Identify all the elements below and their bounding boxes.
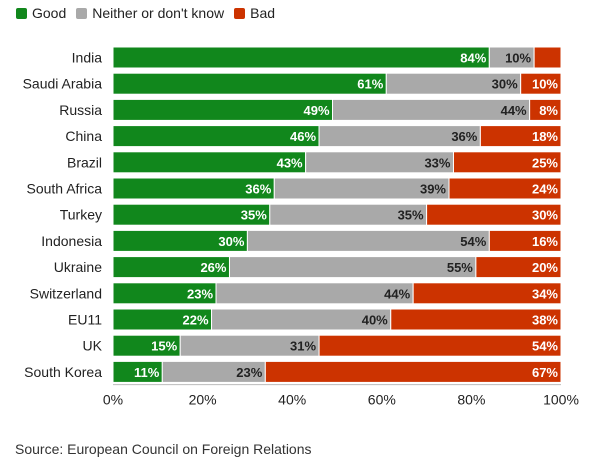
data-label: 25% — [532, 155, 558, 170]
data-label: 49% — [303, 103, 329, 118]
bar-segment-good — [112, 125, 320, 148]
data-label: 36% — [245, 182, 271, 197]
bar-segment-bad — [448, 177, 562, 200]
legend-swatch-neither — [76, 7, 88, 19]
data-label: 22% — [183, 313, 209, 328]
bar-segment-neither — [246, 229, 490, 252]
data-label: 43% — [277, 155, 303, 170]
data-label: 16% — [532, 234, 558, 249]
data-label: 30% — [492, 77, 518, 92]
data-label: 33% — [424, 155, 450, 170]
data-label: 44% — [501, 103, 527, 118]
x-tick-label: 80% — [457, 392, 485, 408]
x-tick-label: 20% — [189, 392, 217, 408]
bar-segment-good — [112, 46, 490, 69]
x-tick-label: 60% — [368, 392, 396, 408]
data-label: 18% — [532, 129, 558, 144]
category-label: India — [72, 50, 103, 66]
data-label: 55% — [447, 260, 473, 275]
data-label: 8% — [539, 103, 558, 118]
data-label: 10% — [532, 77, 558, 92]
legend-swatch-good — [16, 7, 27, 19]
data-label: 54% — [532, 339, 558, 354]
legend-label-bad: Bad — [250, 5, 276, 21]
data-label: 46% — [290, 129, 316, 144]
category-label: UK — [83, 338, 103, 354]
data-label: 23% — [187, 286, 213, 301]
bar-segment-bad — [488, 229, 562, 252]
data-label: 40% — [362, 313, 388, 328]
data-label: 15% — [151, 339, 177, 354]
bar-segment-bad — [452, 151, 562, 174]
data-label: 24% — [532, 182, 558, 197]
data-label: 54% — [460, 234, 486, 249]
category-label: EU11 — [68, 312, 102, 328]
data-label: 35% — [241, 208, 267, 223]
category-label: Russia — [59, 102, 102, 118]
x-tick-label: 40% — [278, 392, 306, 408]
data-label: 23% — [236, 365, 262, 380]
data-label: 20% — [532, 260, 558, 275]
bar-segment-bad — [520, 72, 562, 95]
bar-segment-neither — [228, 256, 477, 279]
legend-label-neither: Neither or don't know — [92, 5, 225, 21]
bar-segment-bad — [475, 256, 562, 279]
data-label: 11% — [134, 365, 160, 380]
data-label: 39% — [420, 182, 446, 197]
legend: Good Neither or don't know Bad — [16, 5, 285, 21]
legend-item-neither: Neither or don't know — [76, 5, 224, 21]
bar-segment-good — [112, 72, 387, 95]
bar-segment-bad — [529, 98, 562, 121]
bar-segment-bad — [426, 203, 562, 226]
legend-item-bad: Bad — [234, 5, 275, 21]
x-tick-label: 0% — [103, 392, 123, 408]
category-label: South Africa — [27, 181, 103, 197]
legend-swatch-bad — [234, 7, 246, 19]
data-label: 67% — [532, 365, 558, 380]
data-label: 38% — [532, 313, 558, 328]
data-label: 44% — [384, 286, 410, 301]
data-label: 26% — [200, 260, 226, 275]
bar-segment-bad — [318, 334, 562, 357]
bar-segment-bad — [533, 46, 562, 69]
bar-segment-bad — [412, 282, 562, 305]
data-label: 61% — [357, 77, 383, 92]
category-label: Saudi Arabia — [23, 76, 103, 92]
bar-segment-bad — [264, 360, 562, 383]
data-label: 84% — [460, 51, 486, 66]
bar-segment-bad — [479, 125, 562, 148]
bar-segment-bad — [390, 308, 562, 331]
category-label: South Korea — [24, 364, 102, 380]
legend-item-good: Good — [16, 5, 66, 21]
category-label: Turkey — [60, 207, 102, 223]
source-note: Source: European Council on Foreign Rela… — [15, 441, 312, 457]
data-label: 10% — [505, 51, 531, 66]
data-label: 36% — [451, 129, 477, 144]
category-label: Indonesia — [41, 233, 102, 249]
category-label: Switzerland — [30, 285, 102, 301]
category-label: Brazil — [67, 154, 102, 170]
data-label: 30% — [532, 208, 558, 223]
legend-label-good: Good — [32, 5, 67, 21]
category-label: China — [65, 128, 102, 144]
bar-segment-good — [112, 98, 334, 121]
data-label: 31% — [290, 339, 316, 354]
data-label: 30% — [218, 234, 244, 249]
category-label: Ukraine — [54, 259, 102, 275]
stacked-bar-chart: India 84% 10% Saudi Arabia 61% 30% 10% Russia 49… — [23, 46, 579, 408]
x-tick-label: 100% — [543, 392, 579, 408]
data-label: 35% — [398, 208, 424, 223]
data-label: 34% — [532, 286, 558, 301]
